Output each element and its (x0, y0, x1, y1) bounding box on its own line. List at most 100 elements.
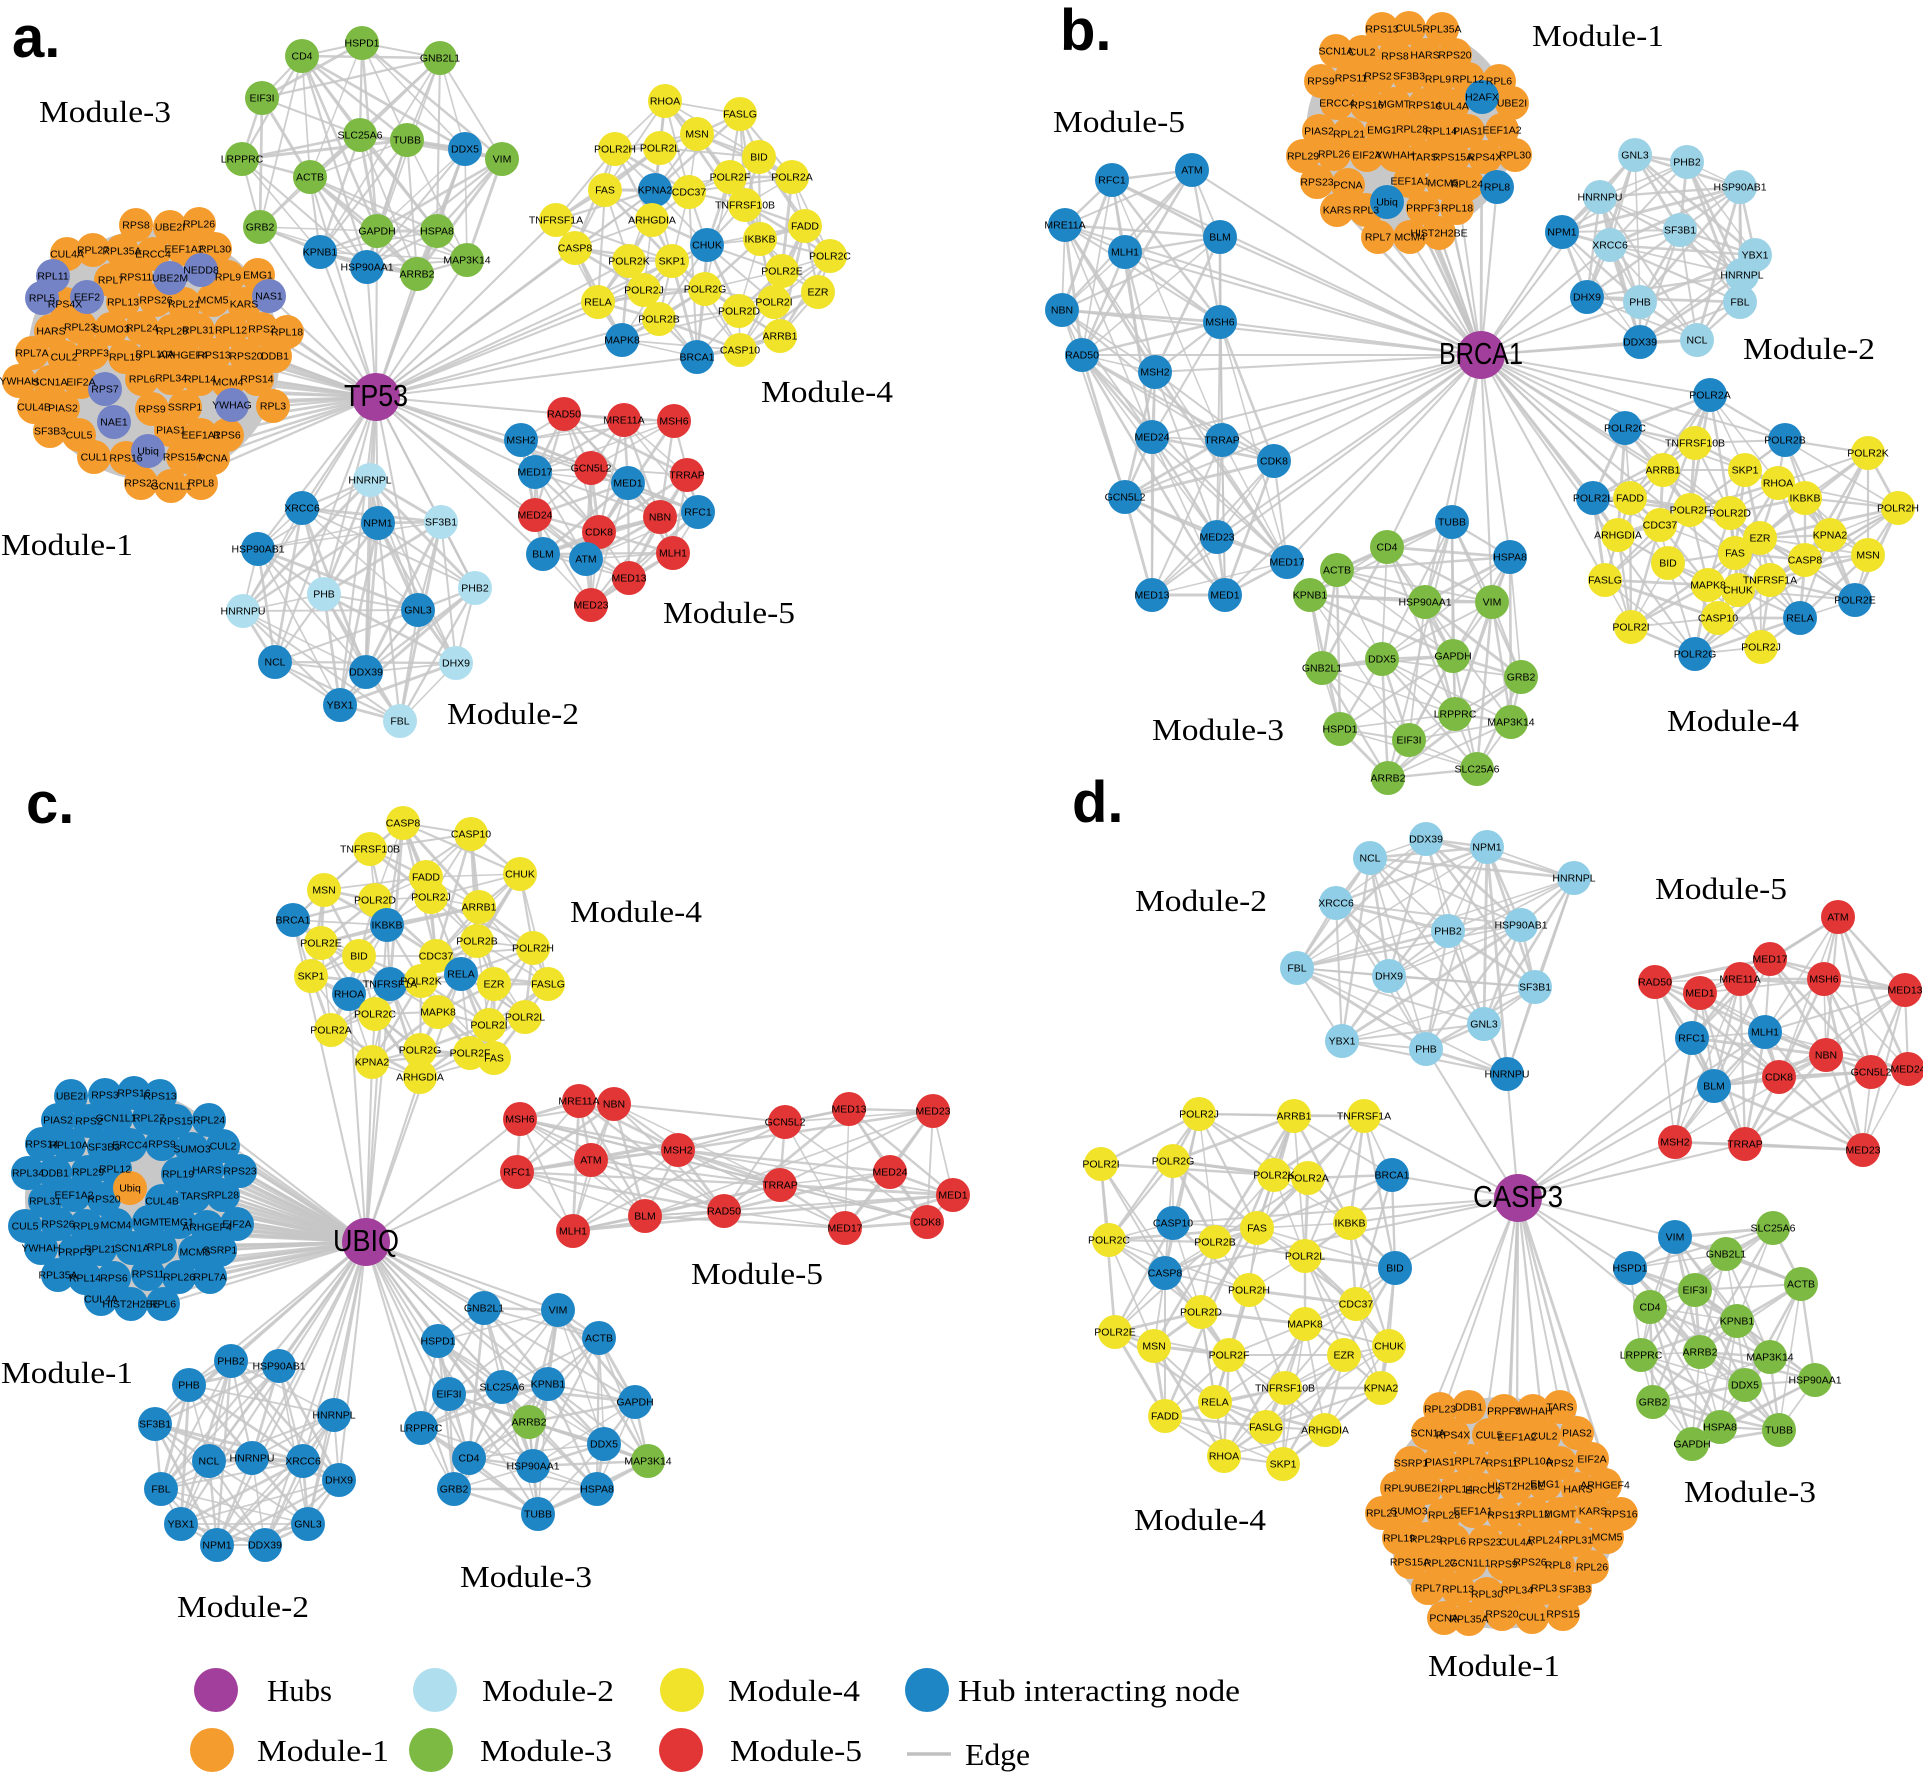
svg-text:TRRAP: TRRAP (669, 470, 705, 482)
svg-text:RPS13: RPS13 (1487, 1510, 1520, 1522)
svg-text:Module-2: Module-2 (482, 1673, 614, 1708)
svg-text:SKP1: SKP1 (1270, 1459, 1297, 1471)
svg-text:RAD50: RAD50 (1065, 350, 1099, 362)
svg-text:Module-2: Module-2 (447, 696, 579, 731)
svg-text:SKP1: SKP1 (659, 256, 686, 268)
svg-text:NPM1: NPM1 (363, 518, 392, 530)
svg-text:RPS13: RPS13 (1365, 24, 1398, 36)
svg-text:MED13: MED13 (831, 1104, 866, 1116)
svg-text:RPL21: RPL21 (168, 299, 200, 311)
svg-text:CUL4A: CUL4A (84, 1294, 118, 1306)
svg-text:MED13: MED13 (1887, 985, 1922, 997)
svg-text:PIAS1: PIAS1 (1453, 126, 1483, 138)
svg-text:RPL24: RPL24 (1528, 1535, 1560, 1547)
svg-text:TUBB: TUBB (393, 135, 421, 147)
svg-text:RPS23: RPS23 (124, 478, 157, 490)
svg-text:RHOA: RHOA (334, 989, 364, 1001)
svg-text:BRCA1: BRCA1 (1374, 1170, 1409, 1182)
svg-text:RPL27: RPL27 (1424, 1558, 1456, 1570)
svg-text:RPS15A: RPS15A (1433, 152, 1473, 164)
svg-text:POLR2B: POLR2B (456, 936, 497, 948)
svg-text:CASP8: CASP8 (386, 818, 421, 830)
svg-text:RPL28: RPL28 (1396, 124, 1428, 136)
svg-text:MSH2: MSH2 (1140, 367, 1169, 379)
svg-text:FADD: FADD (412, 872, 440, 884)
svg-text:RPS9: RPS9 (148, 1139, 176, 1151)
svg-text:Module-2: Module-2 (1135, 883, 1267, 918)
svg-text:RPS6: RPS6 (100, 1273, 128, 1285)
svg-text:FASLG: FASLG (1588, 575, 1622, 587)
svg-text:IKBKB: IKBKB (745, 234, 776, 246)
svg-text:ATM: ATM (1827, 912, 1848, 924)
svg-text:d.: d. (1072, 770, 1124, 835)
svg-text:RPL30: RPL30 (1499, 150, 1531, 162)
svg-text:HSP90AB1: HSP90AB1 (1494, 920, 1547, 932)
svg-text:CUL1: CUL1 (81, 452, 108, 464)
svg-text:LRPPRC: LRPPRC (1434, 709, 1477, 721)
svg-text:TRRAP: TRRAP (1727, 1139, 1763, 1151)
svg-text:PIAS2: PIAS2 (1562, 1428, 1592, 1440)
svg-text:CUL2: CUL2 (1349, 47, 1376, 59)
svg-text:BRCA1: BRCA1 (1439, 336, 1523, 371)
svg-text:PRPF3: PRPF3 (75, 348, 109, 360)
svg-text:SLC25A6: SLC25A6 (338, 130, 383, 142)
svg-text:FBL: FBL (1730, 297, 1749, 309)
svg-text:RPL21: RPL21 (1366, 1508, 1398, 1520)
svg-text:RPS15: RPS15 (159, 1116, 192, 1128)
svg-text:YWHAH: YWHAH (0, 376, 39, 388)
svg-text:CDC37: CDC37 (419, 951, 454, 963)
svg-text:RPL18: RPL18 (271, 327, 303, 339)
svg-text:HSPD1: HSPD1 (1322, 724, 1357, 736)
svg-text:RPS4X: RPS4X (1436, 1430, 1470, 1442)
svg-text:RPS15A: RPS15A (163, 452, 203, 464)
svg-text:XRCC6: XRCC6 (1592, 240, 1628, 252)
svg-text:RPS9: RPS9 (138, 404, 166, 416)
svg-text:POLR2F: POLR2F (450, 1048, 491, 1060)
svg-text:GNL3: GNL3 (294, 1519, 322, 1531)
svg-text:CDC37: CDC37 (1339, 1299, 1374, 1311)
svg-text:MAP3K14: MAP3K14 (624, 1456, 671, 1468)
svg-text:POLR2C: POLR2C (1604, 423, 1646, 435)
svg-text:POLR2C: POLR2C (809, 251, 851, 263)
svg-text:MLH1: MLH1 (559, 1226, 587, 1238)
svg-text:RPS23: RPS23 (1300, 177, 1333, 189)
svg-text:KARS: KARS (1579, 1506, 1608, 1518)
svg-text:RPL7A: RPL7A (1454, 1456, 1487, 1468)
svg-text:FAS: FAS (484, 1053, 504, 1065)
svg-text:Module-4: Module-4 (728, 1673, 861, 1708)
svg-text:UBE2M: UBE2M (152, 273, 188, 285)
svg-text:RPL6: RPL6 (129, 374, 155, 386)
svg-text:SSRP1: SSRP1 (1394, 1458, 1429, 1470)
svg-text:RPS16: RPS16 (1350, 100, 1383, 112)
svg-text:XRCC6: XRCC6 (285, 1456, 321, 1468)
svg-text:MED23: MED23 (1199, 532, 1234, 544)
svg-text:MCM5: MCM5 (180, 1247, 211, 1259)
svg-text:CUL1: CUL1 (1519, 1612, 1546, 1624)
svg-text:PHB: PHB (178, 1380, 200, 1392)
svg-text:HNRNPU: HNRNPU (230, 1453, 275, 1465)
svg-text:RPS4X: RPS4X (48, 299, 82, 311)
svg-text:NAS1: NAS1 (255, 291, 283, 303)
svg-text:NCL: NCL (264, 657, 285, 669)
svg-text:POLR2K: POLR2K (400, 976, 441, 988)
svg-text:TNFRSF1A: TNFRSF1A (529, 215, 583, 227)
svg-text:DHX9: DHX9 (442, 658, 470, 670)
svg-text:ARHGEF4: ARHGEF4 (158, 350, 208, 362)
svg-text:ERCC4: ERCC4 (112, 1140, 148, 1152)
svg-text:MSN: MSN (1856, 550, 1879, 562)
svg-text:CASP8: CASP8 (558, 243, 593, 255)
svg-text:MAPK8: MAPK8 (1287, 1319, 1323, 1331)
svg-text:SLC25A6: SLC25A6 (1751, 1223, 1796, 1235)
svg-text:TNFRSF10B: TNFRSF10B (1255, 1383, 1315, 1395)
svg-text:HIST2H2BE: HIST2H2BE (1487, 1481, 1544, 1493)
svg-text:GAPDH: GAPDH (1673, 1439, 1710, 1451)
svg-text:FADD: FADD (1616, 493, 1644, 505)
svg-text:RPL8: RPL8 (1484, 182, 1510, 194)
svg-text:RPL23: RPL23 (1424, 1404, 1456, 1416)
svg-text:RPS14: RPS14 (25, 1139, 58, 1151)
svg-text:XRCC6: XRCC6 (1318, 898, 1354, 910)
svg-text:RPS2: RPS2 (248, 324, 276, 336)
svg-text:PCNA: PCNA (1429, 1613, 1458, 1625)
svg-text:RPS11: RPS11 (132, 1269, 165, 1281)
svg-text:Module-5: Module-5 (663, 595, 795, 630)
